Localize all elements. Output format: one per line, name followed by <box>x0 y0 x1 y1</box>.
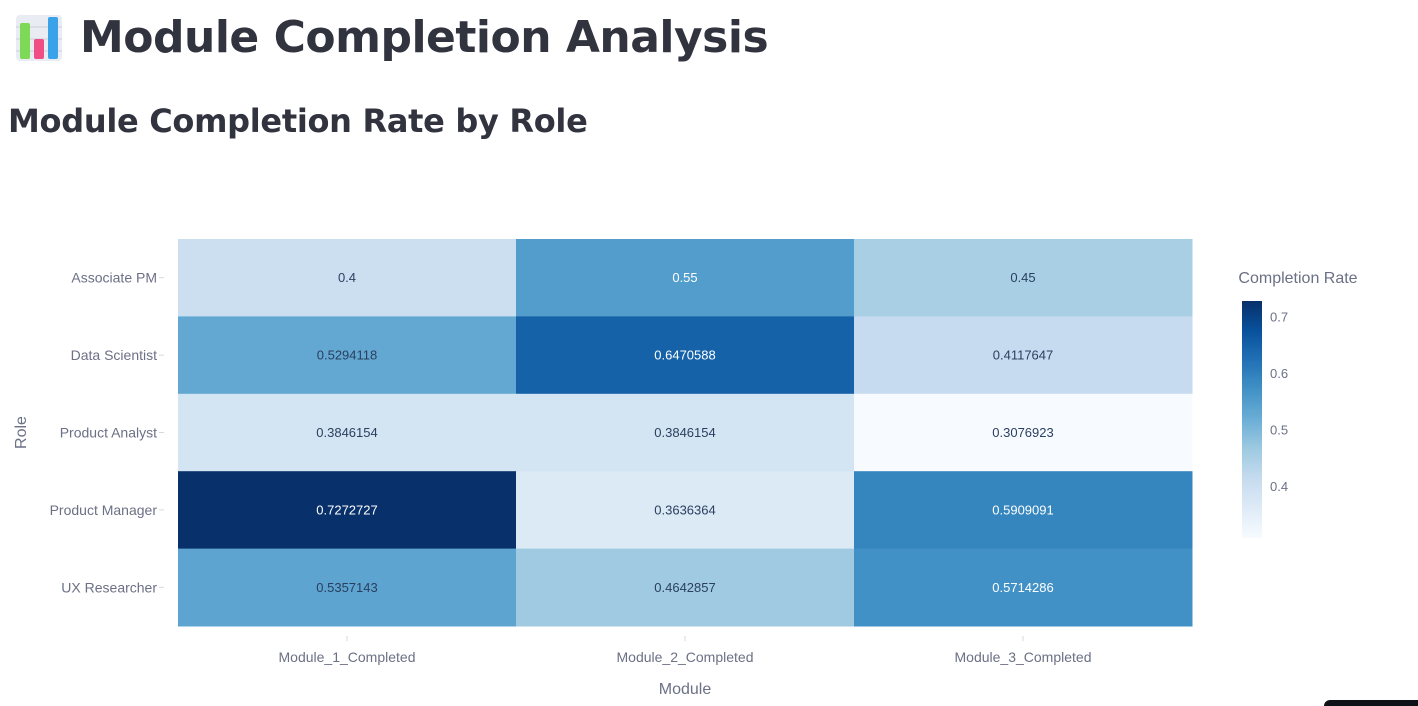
heatmap-cell[interactable] <box>854 548 1193 627</box>
cell-value-label: 0.3846154 <box>654 425 715 440</box>
heatmap-cell[interactable] <box>178 548 517 627</box>
cell-value-label: 0.5294118 <box>317 348 378 363</box>
cell-value-label: 0.5714286 <box>992 580 1053 595</box>
cell-value-label: 0.45 <box>1010 270 1035 285</box>
heatmap-cell[interactable] <box>178 239 517 317</box>
cell-value-label: 0.3846154 <box>316 425 377 440</box>
corner-widget[interactable] <box>1324 700 1418 706</box>
colorbar-title: Completion Rate <box>1238 270 1357 287</box>
heatmap-cell[interactable] <box>516 239 855 317</box>
heatmap-cell[interactable] <box>854 471 1193 550</box>
colorbar-tick-label: 0.6 <box>1270 366 1288 381</box>
colorbar-tick-label: 0.5 <box>1270 422 1288 437</box>
cell-value-label: 0.5357143 <box>316 580 377 595</box>
x-axis-title: Module <box>659 681 712 698</box>
cell-value-label: 0.3076923 <box>992 425 1053 440</box>
heatmap-cell[interactable] <box>854 239 1193 317</box>
heatmap-cell[interactable] <box>178 316 517 395</box>
cell-value-label: 0.4642857 <box>654 580 715 595</box>
x-tick-label: Module_3_Completed <box>955 649 1092 665</box>
cell-value-label: 0.5909091 <box>992 502 1053 517</box>
colorbar-tick-label: 0.4 <box>1270 479 1288 494</box>
heatmap-cell[interactable] <box>516 316 855 395</box>
y-tick-label: Product Manager <box>50 502 158 518</box>
page-title: Module Completion Analysis <box>14 12 769 63</box>
page-title-text: Module Completion Analysis <box>80 12 769 63</box>
heatmap-cell[interactable] <box>854 316 1193 395</box>
heatmap-cell[interactable] <box>516 548 855 627</box>
cell-value-label: 0.4117647 <box>993 348 1054 363</box>
colorbar-tick-label: 0.7 <box>1270 309 1288 324</box>
cell-value-label: 0.55 <box>672 270 697 285</box>
cell-value-label: 0.7272727 <box>316 502 377 517</box>
y-tick-label: Data Scientist <box>71 347 157 363</box>
heatmap-cell[interactable] <box>516 471 855 550</box>
y-tick-label: UX Researcher <box>61 579 157 595</box>
heatmap-cell[interactable] <box>178 393 517 472</box>
y-tick-label: Product Analyst <box>60 425 157 441</box>
heatmap-cell[interactable] <box>516 393 855 472</box>
x-tick-label: Module_1_Completed <box>279 649 416 665</box>
section-title: Module Completion Rate by Role <box>8 102 588 140</box>
cell-value-label: 0.4 <box>338 270 356 285</box>
bar-chart-icon <box>16 14 62 61</box>
cell-value-label: 0.3636364 <box>654 502 715 517</box>
y-axis-title: Role <box>13 416 30 449</box>
cell-value-label: 0.6470588 <box>654 348 715 363</box>
colorbar <box>1242 301 1262 538</box>
x-tick-label: Module_2_Completed <box>617 649 754 665</box>
heatmap-cell[interactable] <box>854 393 1193 472</box>
y-tick-label: Associate PM <box>71 270 157 286</box>
heatmap-cell[interactable] <box>178 471 517 550</box>
